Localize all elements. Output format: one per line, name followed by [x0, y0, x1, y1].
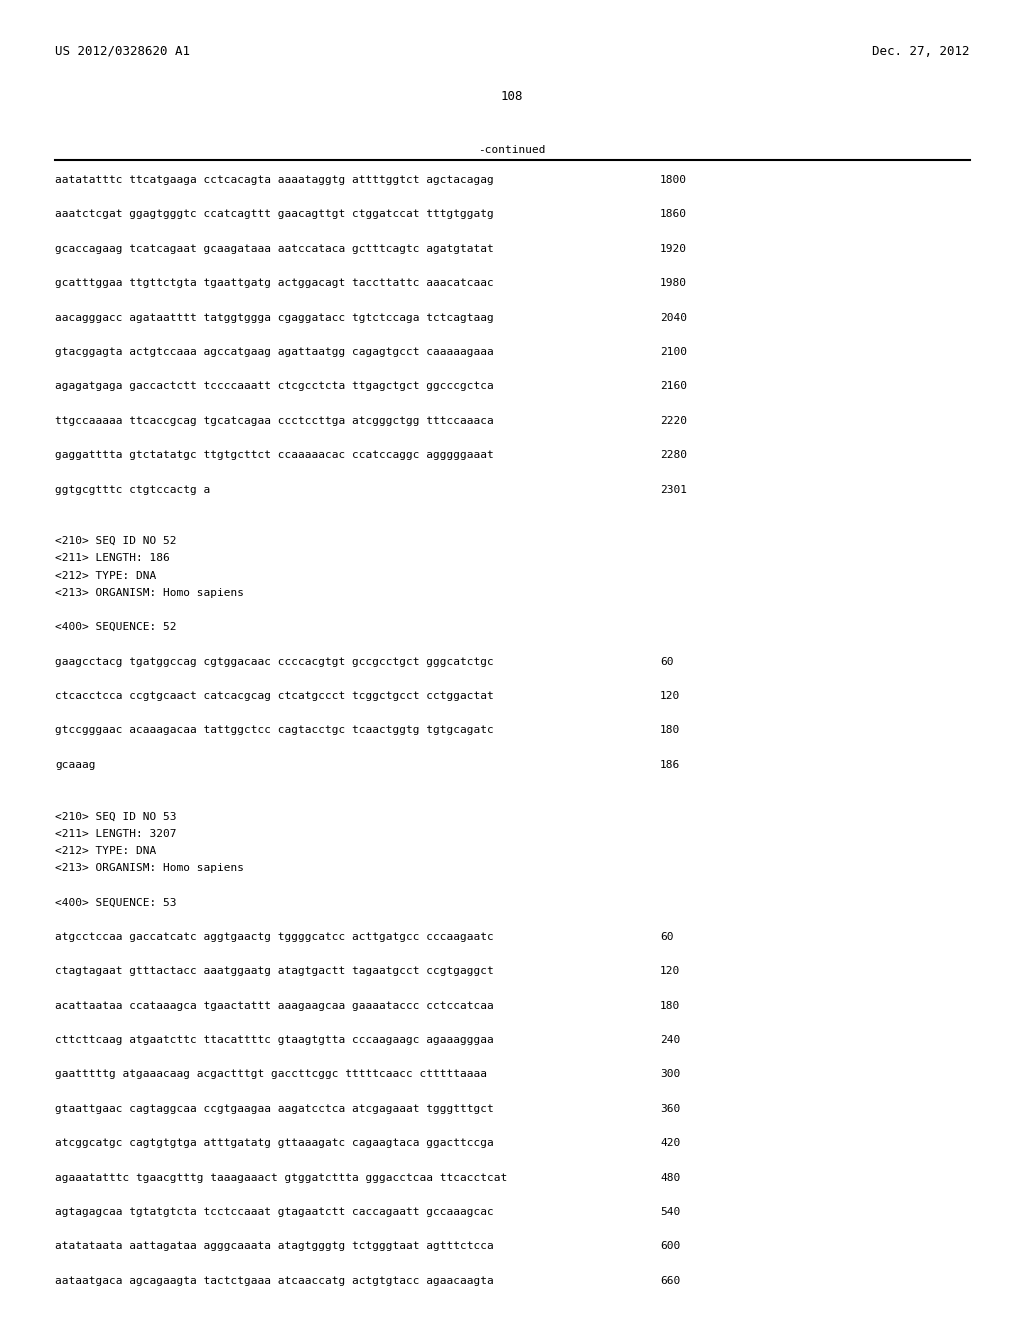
- Text: 540: 540: [660, 1206, 680, 1217]
- Text: gcatttggaa ttgttctgta tgaattgatg actggacagt taccttattc aaacatcaac: gcatttggaa ttgttctgta tgaattgatg actggac…: [55, 279, 494, 288]
- Text: 1920: 1920: [660, 244, 687, 253]
- Text: <400> SEQUENCE: 52: <400> SEQUENCE: 52: [55, 622, 176, 632]
- Text: 2280: 2280: [660, 450, 687, 461]
- Text: agtagagcaa tgtatgtcta tcctccaaat gtagaatctt caccagaatt gccaaagcac: agtagagcaa tgtatgtcta tcctccaaat gtagaat…: [55, 1206, 494, 1217]
- Text: 600: 600: [660, 1241, 680, 1251]
- Text: 186: 186: [660, 760, 680, 770]
- Text: atgcctccaa gaccatcatc aggtgaactg tggggcatcc acttgatgcc cccaagaatc: atgcctccaa gaccatcatc aggtgaactg tggggca…: [55, 932, 494, 941]
- Text: 660: 660: [660, 1276, 680, 1286]
- Text: 2100: 2100: [660, 347, 687, 356]
- Text: <212> TYPE: DNA: <212> TYPE: DNA: [55, 846, 157, 855]
- Text: 240: 240: [660, 1035, 680, 1045]
- Text: 1800: 1800: [660, 176, 687, 185]
- Text: 2301: 2301: [660, 484, 687, 495]
- Text: 60: 60: [660, 656, 674, 667]
- Text: <210> SEQ ID NO 53: <210> SEQ ID NO 53: [55, 812, 176, 821]
- Text: <213> ORGANISM: Homo sapiens: <213> ORGANISM: Homo sapiens: [55, 587, 244, 598]
- Text: gaagcctacg tgatggccag cgtggacaac ccccacgtgt gccgcctgct gggcatctgc: gaagcctacg tgatggccag cgtggacaac ccccacg…: [55, 656, 494, 667]
- Text: 1980: 1980: [660, 279, 687, 288]
- Text: ggtgcgtttc ctgtccactg a: ggtgcgtttc ctgtccactg a: [55, 484, 210, 495]
- Text: 480: 480: [660, 1172, 680, 1183]
- Text: 2160: 2160: [660, 381, 687, 392]
- Text: aatatatttc ttcatgaaga cctcacagta aaaataggtg attttggtct agctacagag: aatatatttc ttcatgaaga cctcacagta aaaatag…: [55, 176, 494, 185]
- Text: ctcacctcca ccgtgcaact catcacgcag ctcatgccct tcggctgcct cctggactat: ctcacctcca ccgtgcaact catcacgcag ctcatgc…: [55, 690, 494, 701]
- Text: gtccgggaac acaaagacaa tattggctcc cagtacctgc tcaactggtg tgtgcagatc: gtccgggaac acaaagacaa tattggctcc cagtacc…: [55, 726, 494, 735]
- Text: 420: 420: [660, 1138, 680, 1148]
- Text: 108: 108: [501, 90, 523, 103]
- Text: 60: 60: [660, 932, 674, 941]
- Text: gcaaag: gcaaag: [55, 760, 95, 770]
- Text: atatataata aattagataa agggcaaata atagtgggtg tctgggtaat agtttctcca: atatataata aattagataa agggcaaata atagtgg…: [55, 1241, 494, 1251]
- Text: 120: 120: [660, 966, 680, 977]
- Text: aaatctcgat ggagtgggtc ccatcagttt gaacagttgt ctggatccat tttgtggatg: aaatctcgat ggagtgggtc ccatcagttt gaacagt…: [55, 210, 494, 219]
- Text: <211> LENGTH: 186: <211> LENGTH: 186: [55, 553, 170, 564]
- Text: 1860: 1860: [660, 210, 687, 219]
- Text: gtaattgaac cagtaggcaa ccgtgaagaa aagatcctca atcgagaaat tgggtttgct: gtaattgaac cagtaggcaa ccgtgaagaa aagatcc…: [55, 1104, 494, 1114]
- Text: 2040: 2040: [660, 313, 687, 322]
- Text: cttcttcaag atgaatcttc ttacattttc gtaagtgtta cccaagaagc agaaagggaa: cttcttcaag atgaatcttc ttacattttc gtaagtg…: [55, 1035, 494, 1045]
- Text: aataatgaca agcagaagta tactctgaaa atcaaccatg actgtgtacc agaacaagta: aataatgaca agcagaagta tactctgaaa atcaacc…: [55, 1276, 494, 1286]
- Text: <212> TYPE: DNA: <212> TYPE: DNA: [55, 570, 157, 581]
- Text: gaggatttta gtctatatgc ttgtgcttct ccaaaaacac ccatccaggc agggggaaat: gaggatttta gtctatatgc ttgtgcttct ccaaaaa…: [55, 450, 494, 461]
- Text: <210> SEQ ID NO 52: <210> SEQ ID NO 52: [55, 536, 176, 546]
- Text: 120: 120: [660, 690, 680, 701]
- Text: <400> SEQUENCE: 53: <400> SEQUENCE: 53: [55, 898, 176, 907]
- Text: -continued: -continued: [478, 145, 546, 154]
- Text: 180: 180: [660, 1001, 680, 1011]
- Text: gaatttttg atgaaacaag acgactttgt gaccttcggc tttttcaacc ctttttaaaa: gaatttttg atgaaacaag acgactttgt gaccttcg…: [55, 1069, 487, 1080]
- Text: 360: 360: [660, 1104, 680, 1114]
- Text: ttgccaaaaa ttcaccgcag tgcatcagaa ccctccttga atcgggctgg tttccaaaca: ttgccaaaaa ttcaccgcag tgcatcagaa ccctcct…: [55, 416, 494, 426]
- Text: 2220: 2220: [660, 416, 687, 426]
- Text: US 2012/0328620 A1: US 2012/0328620 A1: [55, 45, 190, 58]
- Text: atcggcatgc cagtgtgtga atttgatatg gttaaagatc cagaagtaca ggacttccga: atcggcatgc cagtgtgtga atttgatatg gttaaag…: [55, 1138, 494, 1148]
- Text: agaaatatttc tgaacgtttg taaagaaact gtggatcttta gggacctcaa ttcacctcat: agaaatatttc tgaacgtttg taaagaaact gtggat…: [55, 1172, 507, 1183]
- Text: acattaataa ccataaagca tgaactattt aaagaagcaa gaaaataccc cctccatcaa: acattaataa ccataaagca tgaactattt aaagaag…: [55, 1001, 494, 1011]
- Text: ctagtagaat gtttactacc aaatggaatg atagtgactt tagaatgcct ccgtgaggct: ctagtagaat gtttactacc aaatggaatg atagtga…: [55, 966, 494, 977]
- Text: aacagggacc agataatttt tatggtggga cgaggatacc tgtctccaga tctcagtaag: aacagggacc agataatttt tatggtggga cgaggat…: [55, 313, 494, 322]
- Text: agagatgaga gaccactctt tccccaaatt ctcgcctcta ttgagctgct ggcccgctca: agagatgaga gaccactctt tccccaaatt ctcgcct…: [55, 381, 494, 392]
- Text: 300: 300: [660, 1069, 680, 1080]
- Text: 180: 180: [660, 726, 680, 735]
- Text: <211> LENGTH: 3207: <211> LENGTH: 3207: [55, 829, 176, 838]
- Text: gcaccagaag tcatcagaat gcaagataaa aatccataca gctttcagtc agatgtatat: gcaccagaag tcatcagaat gcaagataaa aatccat…: [55, 244, 494, 253]
- Text: gtacggagta actgtccaaa agccatgaag agattaatgg cagagtgcct caaaaagaaa: gtacggagta actgtccaaa agccatgaag agattaa…: [55, 347, 494, 356]
- Text: Dec. 27, 2012: Dec. 27, 2012: [872, 45, 970, 58]
- Text: <213> ORGANISM: Homo sapiens: <213> ORGANISM: Homo sapiens: [55, 863, 244, 873]
